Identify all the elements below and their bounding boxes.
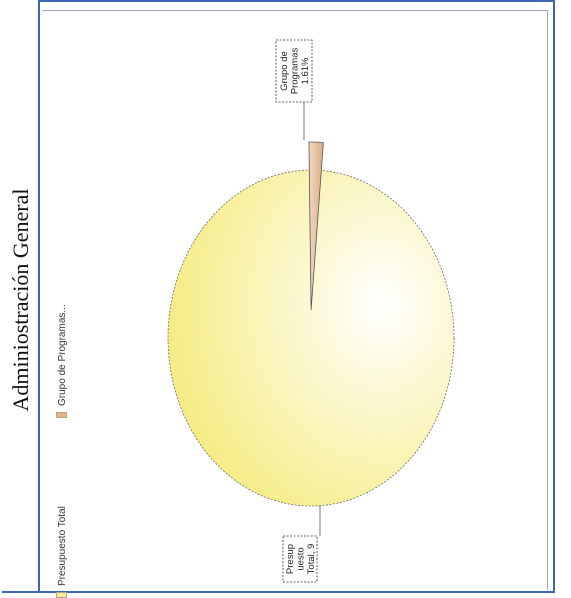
- pie-slice-grupo-programas: [308, 141, 324, 311]
- callout-presupuesto-total: PresupuestoTotal, 9: [282, 506, 321, 583]
- pie-slice-presupuesto-total: [167, 169, 455, 507]
- title-bar: Adminiostración General: [2, 0, 40, 591]
- legend-item-grupo-programas: Grupo de Programas...: [50, 258, 76, 418]
- callout-grupo-programas: Grupo deProgramas1.61%: [275, 39, 313, 140]
- svg-text:Grupo deProgramas1.61%: Grupo deProgramas1.61%: [279, 48, 311, 95]
- plot-area: [42, 10, 548, 590]
- svg-text:PresupuestoTotal, 9: PresupuestoTotal, 9: [285, 544, 317, 575]
- legend-swatch-grupo-programas: [56, 412, 67, 418]
